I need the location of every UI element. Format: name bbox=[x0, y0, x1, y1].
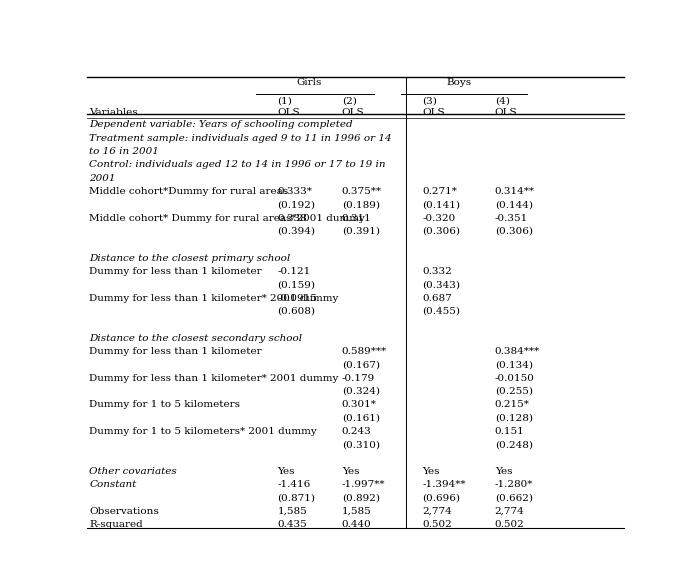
Text: (0.161): (0.161) bbox=[342, 414, 380, 423]
Text: OLS: OLS bbox=[277, 107, 300, 117]
Text: (0.324): (0.324) bbox=[342, 387, 380, 396]
Text: Control: individuals aged 12 to 14 in 1996 or 17 to 19 in: Control: individuals aged 12 to 14 in 19… bbox=[89, 160, 386, 169]
Text: 0.243: 0.243 bbox=[342, 427, 371, 436]
Text: (0.310): (0.310) bbox=[342, 440, 380, 449]
Text: Dummy for 1 to 5 kilometers: Dummy for 1 to 5 kilometers bbox=[89, 400, 240, 409]
Text: Middle cohort*Dummy for rural areas: Middle cohort*Dummy for rural areas bbox=[89, 187, 288, 196]
Text: 0.215*: 0.215* bbox=[495, 400, 529, 409]
Text: 0.332: 0.332 bbox=[422, 267, 452, 276]
Text: (0.144): (0.144) bbox=[495, 200, 533, 209]
Text: (0.192): (0.192) bbox=[277, 200, 315, 209]
Text: 0.435: 0.435 bbox=[277, 520, 307, 529]
Text: Yes: Yes bbox=[342, 467, 359, 476]
Text: -0.121: -0.121 bbox=[277, 267, 310, 276]
Text: (0.391): (0.391) bbox=[342, 227, 380, 236]
Text: Yes: Yes bbox=[277, 467, 295, 476]
Text: (0.306): (0.306) bbox=[495, 227, 533, 236]
Text: -1.416: -1.416 bbox=[277, 480, 310, 489]
Text: 0.314**: 0.314** bbox=[495, 187, 535, 196]
Text: Yes: Yes bbox=[422, 467, 440, 476]
Text: (0.696): (0.696) bbox=[422, 494, 460, 502]
Text: -0.320: -0.320 bbox=[422, 214, 455, 222]
Text: 0.384***: 0.384*** bbox=[495, 347, 540, 356]
Text: (0.662): (0.662) bbox=[495, 494, 533, 502]
Text: (0.871): (0.871) bbox=[277, 494, 315, 502]
Text: OLS: OLS bbox=[342, 107, 365, 117]
Text: Dummy for less than 1 kilometer: Dummy for less than 1 kilometer bbox=[89, 267, 262, 276]
Text: 0.502: 0.502 bbox=[422, 520, 452, 529]
Text: Dummy for less than 1 kilometer* 2001 dummy: Dummy for less than 1 kilometer* 2001 du… bbox=[89, 294, 339, 302]
Text: -0.0150: -0.0150 bbox=[495, 373, 535, 383]
Text: 0.375**: 0.375** bbox=[342, 187, 382, 196]
Text: (1): (1) bbox=[277, 96, 292, 105]
Text: 0.301*: 0.301* bbox=[342, 400, 376, 409]
Text: 0.687: 0.687 bbox=[422, 294, 452, 302]
Text: (2): (2) bbox=[342, 96, 357, 105]
Text: OLS: OLS bbox=[422, 107, 445, 117]
Text: 0.589***: 0.589*** bbox=[342, 347, 387, 356]
Text: Variables: Variables bbox=[89, 107, 138, 117]
Text: Distance to the closest primary school: Distance to the closest primary school bbox=[89, 254, 290, 262]
Text: 2001: 2001 bbox=[89, 174, 116, 183]
Text: Dependent variable: Years of schooling completed: Dependent variable: Years of schooling c… bbox=[89, 120, 353, 129]
Text: Treatment sample: individuals aged 9 to 11 in 1996 or 14: Treatment sample: individuals aged 9 to … bbox=[89, 134, 392, 143]
Text: Middle cohort* Dummy for rural areas*2001 dummy: Middle cohort* Dummy for rural areas*200… bbox=[89, 214, 365, 222]
Text: (0.608): (0.608) bbox=[277, 307, 315, 316]
Text: Dummy for less than 1 kilometer: Dummy for less than 1 kilometer bbox=[89, 347, 262, 356]
Text: (0.128): (0.128) bbox=[495, 414, 533, 423]
Text: (4): (4) bbox=[495, 96, 509, 105]
Text: Dummy for less than 1 kilometer* 2001 dummy: Dummy for less than 1 kilometer* 2001 du… bbox=[89, 373, 339, 383]
Text: 2,774: 2,774 bbox=[495, 507, 525, 516]
Text: 0.502: 0.502 bbox=[495, 520, 525, 529]
Text: Girls: Girls bbox=[297, 78, 322, 87]
Text: 0.338: 0.338 bbox=[277, 214, 307, 222]
Text: (0.248): (0.248) bbox=[495, 440, 533, 449]
Text: Boys: Boys bbox=[446, 78, 471, 87]
Text: 1,585: 1,585 bbox=[342, 507, 371, 516]
Text: -1.394**: -1.394** bbox=[422, 480, 466, 489]
Text: 0.440: 0.440 bbox=[342, 520, 371, 529]
Text: (0.141): (0.141) bbox=[422, 200, 460, 209]
Text: (0.892): (0.892) bbox=[342, 494, 380, 502]
Text: 2,774: 2,774 bbox=[422, 507, 452, 516]
Text: 0.151: 0.151 bbox=[495, 427, 525, 436]
Text: 0.333*: 0.333* bbox=[277, 187, 312, 196]
Text: Observations: Observations bbox=[89, 507, 159, 516]
Text: (0.134): (0.134) bbox=[495, 360, 533, 369]
Text: (0.255): (0.255) bbox=[495, 387, 533, 396]
Text: Dummy for 1 to 5 kilometers* 2001 dummy: Dummy for 1 to 5 kilometers* 2001 dummy bbox=[89, 427, 317, 436]
Text: -1.280*: -1.280* bbox=[495, 480, 533, 489]
Text: (0.394): (0.394) bbox=[277, 227, 315, 236]
Text: (0.189): (0.189) bbox=[342, 200, 380, 209]
Text: Yes: Yes bbox=[495, 467, 512, 476]
Text: OLS: OLS bbox=[495, 107, 518, 117]
Text: (0.455): (0.455) bbox=[422, 307, 460, 316]
Text: -0.351: -0.351 bbox=[495, 214, 528, 222]
Text: -0.0915: -0.0915 bbox=[277, 294, 317, 302]
Text: Distance to the closest secondary school: Distance to the closest secondary school bbox=[89, 333, 302, 343]
Text: to 16 in 2001: to 16 in 2001 bbox=[89, 147, 159, 156]
Text: (0.306): (0.306) bbox=[422, 227, 460, 236]
Text: 1,585: 1,585 bbox=[277, 507, 307, 516]
Text: (0.159): (0.159) bbox=[277, 280, 315, 289]
Text: R-squared: R-squared bbox=[89, 520, 143, 529]
Text: (0.343): (0.343) bbox=[422, 280, 460, 289]
Text: (3): (3) bbox=[422, 96, 437, 105]
Text: -1.997**: -1.997** bbox=[342, 480, 385, 489]
Text: -0.179: -0.179 bbox=[342, 373, 375, 383]
Text: Constant: Constant bbox=[89, 480, 137, 489]
Text: 0.271*: 0.271* bbox=[422, 187, 457, 196]
Text: (0.167): (0.167) bbox=[342, 360, 380, 369]
Text: Other covariates: Other covariates bbox=[89, 467, 177, 476]
Text: 0.311: 0.311 bbox=[342, 214, 371, 222]
